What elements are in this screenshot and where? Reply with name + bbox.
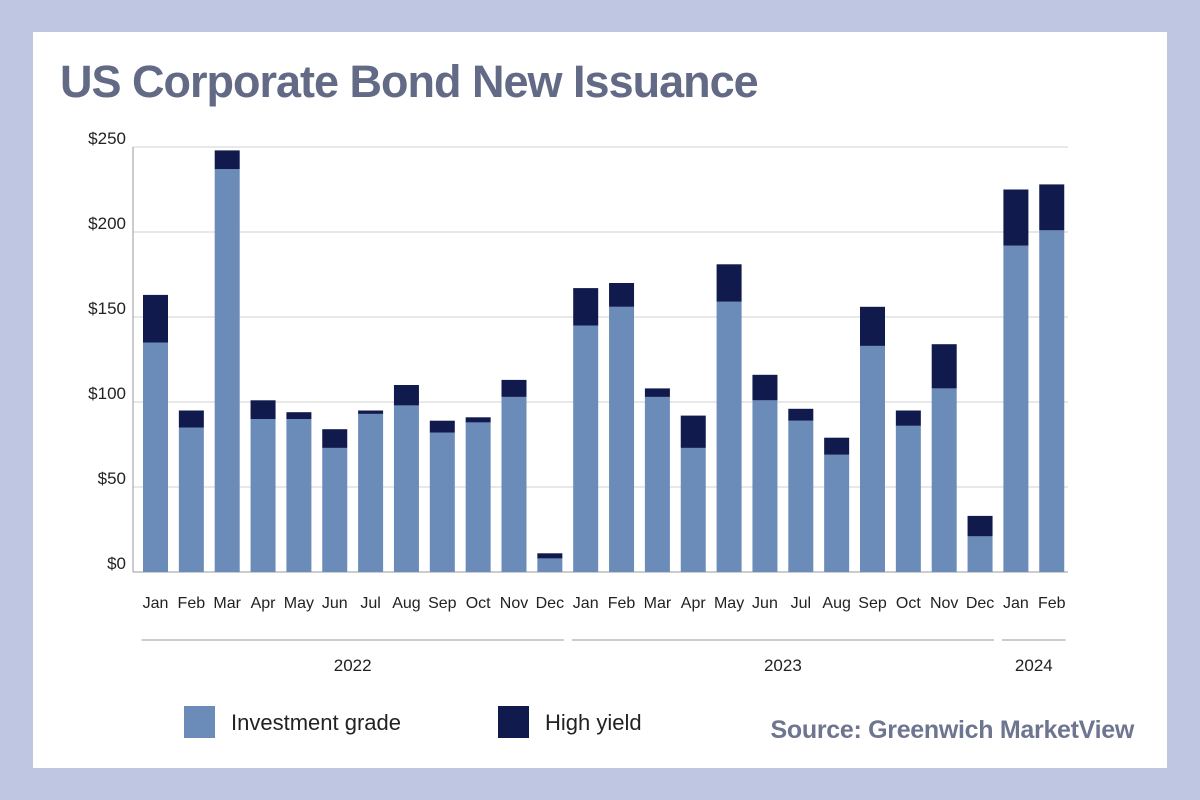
bar-investment-grade: [1003, 245, 1029, 572]
bar-high-yield: [644, 388, 670, 397]
bar-high-yield: [931, 344, 957, 389]
bar-investment-grade: [250, 419, 276, 572]
x-tick-label: Jul: [791, 595, 811, 612]
bar-investment-grade: [967, 536, 993, 572]
bar-high-yield: [501, 379, 527, 397]
x-tick-label: May: [714, 595, 744, 612]
x-tick-label: Jan: [143, 595, 169, 612]
bar-investment-grade: [537, 558, 563, 572]
bar-high-yield: [214, 150, 240, 170]
bar-high-yield: [286, 412, 312, 419]
bar-high-yield: [967, 515, 993, 537]
year-label: 2022: [334, 656, 372, 675]
bar-investment-grade: [895, 425, 921, 572]
bar-investment-grade: [788, 420, 814, 572]
bar-investment-grade: [358, 413, 384, 572]
bar-investment-grade: [680, 447, 706, 572]
x-tick-label: Apr: [251, 595, 277, 612]
x-tick-label: Mar: [213, 595, 241, 612]
x-tick-label: Nov: [930, 595, 958, 612]
bar-investment-grade: [143, 342, 168, 572]
x-tick-label: Dec: [966, 595, 994, 612]
bar-high-yield: [322, 429, 348, 448]
year-label: 2023: [764, 656, 802, 675]
bar-investment-grade: [214, 169, 240, 572]
bar-investment-grade: [716, 301, 742, 572]
bar-investment-grade: [609, 306, 635, 572]
bar-high-yield: [465, 417, 491, 423]
x-tick-label: Feb: [608, 595, 636, 612]
bar-high-yield: [573, 288, 599, 326]
bar-high-yield: [824, 437, 850, 455]
legend-swatch: [184, 706, 215, 738]
bar-investment-grade: [1039, 230, 1065, 573]
bar-investment-grade: [429, 432, 455, 572]
bar-investment-grade: [322, 447, 348, 572]
bar-high-yield: [716, 264, 742, 302]
y-tick-label: $250: [88, 129, 126, 148]
y-tick-label: $100: [88, 384, 126, 403]
bar-investment-grade: [573, 325, 599, 572]
bar-investment-grade: [393, 405, 419, 572]
x-tick-label: Jun: [752, 595, 778, 612]
bar-investment-grade: [178, 427, 204, 572]
bar-high-yield: [609, 283, 635, 307]
x-tick-label: Oct: [896, 595, 921, 612]
y-tick-label: $50: [98, 469, 126, 488]
bar-high-yield: [143, 294, 168, 343]
bar-investment-grade: [752, 400, 778, 572]
x-tick-label: Jun: [322, 595, 348, 612]
bar-investment-grade: [465, 422, 491, 572]
x-tick-label: Jan: [573, 595, 599, 612]
bar-investment-grade: [931, 388, 957, 572]
bar-investment-grade: [824, 454, 850, 572]
bar-high-yield: [788, 408, 814, 421]
bar-high-yield: [1003, 189, 1029, 246]
x-tick-label: Dec: [536, 595, 564, 612]
bar-investment-grade: [286, 419, 312, 572]
bar-high-yield: [358, 410, 384, 414]
chart-title: US Corporate Bond New Issuance: [60, 56, 759, 107]
x-tick-label: Apr: [681, 595, 707, 612]
bar-high-yield: [537, 553, 563, 559]
source-note: Source: Greenwich MarketView: [770, 716, 1135, 744]
x-tick-label: Nov: [500, 595, 528, 612]
legend-label: High yield: [545, 710, 642, 735]
x-tick-label: Aug: [392, 595, 420, 612]
x-tick-label: Aug: [822, 595, 850, 612]
bar-high-yield: [178, 410, 204, 428]
y-tick-label: $150: [88, 299, 126, 318]
bar-high-yield: [860, 306, 885, 346]
x-tick-label: Mar: [644, 595, 672, 612]
bar-high-yield: [1039, 184, 1065, 231]
legend-label: Investment grade: [231, 710, 401, 735]
x-tick-label: Oct: [466, 595, 491, 612]
bar-high-yield: [393, 385, 419, 406]
bar-high-yield: [429, 420, 455, 433]
x-tick-label: Feb: [178, 595, 206, 612]
bar-high-yield: [680, 415, 706, 448]
x-tick-label: Sep: [428, 595, 457, 612]
x-tick-label: Sep: [858, 595, 887, 612]
bar-investment-grade: [860, 345, 885, 572]
x-tick-label: Feb: [1038, 595, 1066, 612]
bar-high-yield: [250, 400, 276, 419]
x-tick-label: Jan: [1003, 595, 1029, 612]
legend-swatch: [498, 706, 529, 738]
y-tick-label: $200: [88, 214, 126, 233]
x-tick-label: Jul: [360, 595, 380, 612]
bar-investment-grade: [501, 396, 527, 572]
bar-investment-grade: [644, 396, 670, 572]
year-label: 2024: [1015, 656, 1053, 675]
x-tick-label: May: [284, 595, 314, 612]
y-tick-label: $0: [107, 554, 126, 573]
bar-high-yield: [752, 374, 778, 401]
bar-high-yield: [895, 410, 921, 426]
